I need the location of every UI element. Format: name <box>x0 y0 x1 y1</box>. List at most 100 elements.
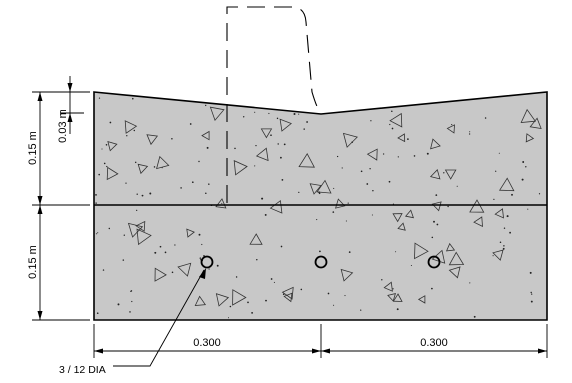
slope-dimension-arrows <box>67 83 73 122</box>
bottom-dimension-arrows <box>94 348 547 354</box>
aggregate-stone <box>249 233 263 245</box>
aggregate-dot <box>431 236 434 239</box>
aggregate-dot <box>97 232 99 234</box>
aggregate-dot <box>407 138 409 140</box>
aggregate-dot <box>136 209 138 212</box>
aggregate-dot <box>208 268 210 270</box>
concrete-section <box>93 91 548 321</box>
aggregate-dot <box>410 264 412 267</box>
aggregate-dot <box>277 143 279 145</box>
aggregate-stone <box>392 213 403 223</box>
aggregate-dot <box>159 245 162 248</box>
dim-label-bottom-left: 0.300 <box>193 337 221 349</box>
aggregate-stone <box>473 216 483 228</box>
aggregate-dot <box>332 211 335 213</box>
aggregate-dot <box>435 194 438 196</box>
aggregate-stone <box>414 242 429 260</box>
aggregate-dot <box>125 182 127 184</box>
bottom-dimension <box>93 324 548 358</box>
dim-label-left-lower: 0.15 m <box>27 245 39 279</box>
aggregate-dot <box>530 300 533 303</box>
aggregate-dot <box>235 276 238 278</box>
aggregate-stone <box>387 293 396 302</box>
rebar-circle-center <box>314 255 328 269</box>
aggregate-stone <box>431 201 442 212</box>
aggregate-dot <box>538 193 541 195</box>
aggregate-dot <box>255 144 257 147</box>
aggregate-dot <box>254 111 256 113</box>
aggregate-dot <box>389 123 391 126</box>
dim-label-slope-drop: 0.03 m <box>57 109 69 143</box>
aggregate-dot <box>391 110 393 112</box>
aggregate-stone <box>146 134 159 146</box>
aggregate-stone <box>397 133 406 143</box>
aggregate-dot <box>443 172 445 174</box>
aggregate-dot <box>264 213 267 216</box>
aggregate-dot <box>141 194 144 197</box>
aggregate-dot <box>306 121 308 123</box>
aggregate-dot <box>522 161 525 163</box>
aggregate-dot <box>130 290 132 292</box>
aggregate-dot <box>276 117 279 120</box>
aggregate-dot <box>108 227 111 230</box>
aggregate-dot <box>254 165 256 167</box>
aggregate-stone <box>186 228 195 238</box>
aggregate-dot <box>98 97 101 99</box>
aggregate-dot <box>234 147 236 150</box>
aggregate-dot <box>191 181 194 184</box>
aggregate-dot <box>268 112 270 115</box>
aggregate-dot <box>251 311 254 314</box>
aggregate-dot <box>256 258 258 261</box>
aggregate-stone <box>279 118 292 132</box>
aggregate-dot <box>447 205 449 208</box>
aggregate-dot <box>370 120 372 122</box>
aggregate-stone <box>209 106 225 121</box>
aggregate-dot <box>360 309 362 311</box>
aggregate-dot <box>103 162 106 165</box>
aggregate-dot <box>360 170 363 173</box>
aggregate-dot <box>122 259 125 261</box>
aggregate-dot <box>105 144 108 146</box>
aggregate-dot <box>101 148 103 150</box>
aggregate-dot <box>396 308 399 311</box>
aggregate-dot <box>134 161 137 164</box>
aggregate-dot <box>511 193 513 196</box>
aggregate-stone <box>106 166 119 181</box>
aggregate-stone <box>445 242 456 252</box>
aggregate-stone <box>177 262 192 277</box>
aggregate-stone <box>283 292 293 303</box>
aggregate-dot <box>456 185 458 187</box>
aggregate-dot <box>426 152 429 155</box>
aggregate-dot <box>198 233 201 236</box>
aggregate-stone <box>215 198 227 209</box>
aggregate-dot <box>281 179 284 181</box>
aggregate-dot <box>345 220 347 222</box>
aggregate-stone <box>492 249 504 261</box>
aggregate-stone <box>309 183 322 195</box>
aggregate-dot <box>123 234 125 236</box>
aggregate-dot <box>503 227 506 229</box>
aggregate-dot <box>95 194 97 196</box>
aggregate-stone <box>444 169 457 180</box>
aggregate-dot <box>336 155 339 158</box>
aggregate-dot <box>205 192 207 195</box>
left-dimension-arrows <box>37 92 43 320</box>
aggregate-dot <box>318 192 321 195</box>
aggregate-stone <box>137 163 149 175</box>
aggregate-stone <box>342 132 358 148</box>
aggregate-dot <box>388 180 391 183</box>
aggregate-stone <box>448 266 461 279</box>
aggregate-dot <box>282 293 285 296</box>
aggregate-stone <box>366 148 378 161</box>
aggregate-dot <box>372 189 374 192</box>
aggregate-dot <box>303 128 305 130</box>
aggregate-stone <box>397 222 406 231</box>
aggregate-dot <box>153 166 156 168</box>
aggregate-dot <box>95 233 97 235</box>
aggregate-stone <box>298 153 315 168</box>
aggregate-dot <box>261 197 264 200</box>
aggregate-dot <box>502 247 505 250</box>
aggregate-dot <box>499 241 502 244</box>
aggregate-dot <box>109 121 112 124</box>
aggregate-dot <box>154 251 157 254</box>
